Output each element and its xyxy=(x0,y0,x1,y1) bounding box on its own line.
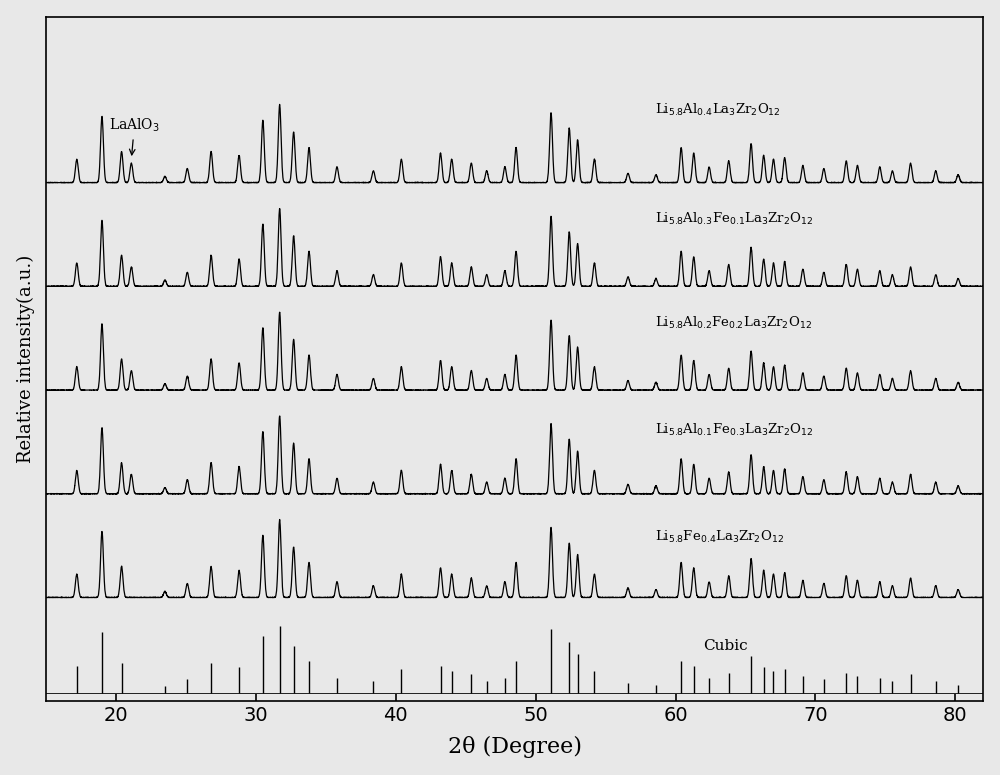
X-axis label: 2θ (Degree): 2θ (Degree) xyxy=(448,736,582,758)
Text: Li$_{5.8}$Al$_{0.4}$La$_3$Zr$_2$O$_{12}$: Li$_{5.8}$Al$_{0.4}$La$_3$Zr$_2$O$_{12}$ xyxy=(655,102,780,118)
Text: Li$_{5.8}$Fe$_{0.4}$La$_3$Zr$_2$O$_{12}$: Li$_{5.8}$Fe$_{0.4}$La$_3$Zr$_2$O$_{12}$ xyxy=(655,529,784,546)
Text: Li$_{5.8}$Al$_{0.3}$Fe$_{0.1}$La$_3$Zr$_2$O$_{12}$: Li$_{5.8}$Al$_{0.3}$Fe$_{0.1}$La$_3$Zr$_… xyxy=(655,211,813,227)
Text: Li$_{5.8}$Al$_{0.2}$Fe$_{0.2}$La$_3$Zr$_2$O$_{12}$: Li$_{5.8}$Al$_{0.2}$Fe$_{0.2}$La$_3$Zr$_… xyxy=(655,315,812,331)
Text: LaAlO$_3$: LaAlO$_3$ xyxy=(109,117,160,155)
Text: Li$_{5.8}$Al$_{0.1}$Fe$_{0.3}$La$_3$Zr$_2$O$_{12}$: Li$_{5.8}$Al$_{0.1}$Fe$_{0.3}$La$_3$Zr$_… xyxy=(655,422,813,438)
Text: Cubic: Cubic xyxy=(704,639,748,653)
Y-axis label: Relative intensity(a.u.): Relative intensity(a.u.) xyxy=(17,255,35,463)
